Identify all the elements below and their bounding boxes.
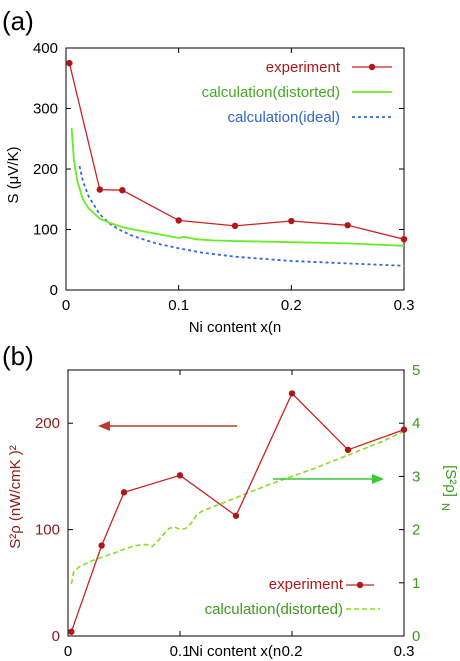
panel-b-xtick-label: 0.1 bbox=[170, 643, 191, 660]
panel-a-legend-marker-experiment bbox=[368, 63, 376, 71]
panel-a-y-ticks: 0 100 200 300 400 bbox=[33, 40, 404, 299]
panel-b-line-calc-distorted bbox=[70, 430, 405, 585]
panel-b-point-experiment bbox=[400, 426, 408, 433]
panel-b-point-experiment bbox=[288, 390, 296, 397]
panel-a-ytick-label: 300 bbox=[33, 101, 58, 118]
panel-a-x-ticks: 0 0.1 0.2 0.3 bbox=[62, 48, 415, 314]
panel-b-frame bbox=[67, 369, 405, 637]
panel-b-xtick-label: 0.3 bbox=[394, 643, 415, 660]
panel-a-ytick-label: 100 bbox=[33, 222, 58, 239]
panel-b-legend: experiment calculation(distorted) bbox=[205, 576, 380, 618]
panel-a-xlabel: Ni content x(n bbox=[189, 319, 282, 336]
panel-a-point-experiment bbox=[344, 222, 351, 229]
panel-b-arrows bbox=[98, 421, 384, 484]
panel-b-x-ticks: 0 0.1 0.2 0.3 bbox=[64, 370, 415, 660]
panel-b-y2tick-label: 0 bbox=[412, 628, 420, 645]
panel-a-line-calc-ideal bbox=[78, 165, 405, 267]
panel-b-point-experiment bbox=[120, 489, 128, 496]
panel-b-y2tick-label: 2 bbox=[412, 522, 420, 539]
panel-a-point-experiment bbox=[66, 59, 73, 67]
panel-b-ylabel: S²ρ (nW/cmK )² bbox=[7, 445, 24, 549]
panel-a-ytick-label: 0 bbox=[50, 282, 58, 299]
panel-b-y2tick-label: 1 bbox=[412, 575, 420, 592]
panel-b-arrow-right-head bbox=[372, 474, 384, 484]
panel-a-xtick-label: 0 bbox=[62, 297, 70, 314]
panel-b-arrow-left-head bbox=[98, 421, 110, 431]
panel-a-legend-label-experiment: experiment bbox=[266, 59, 341, 76]
panel-b-label: (b) bbox=[2, 341, 34, 371]
panel-b-y2label-main: [S²ρ] bbox=[442, 465, 459, 497]
panel-b-xlabel: Ni content x(n bbox=[189, 643, 282, 660]
panel-a-point-experiment bbox=[119, 186, 126, 194]
panel-a-ytick-label: 200 bbox=[33, 161, 58, 178]
panel-a-legend-label-calc-distorted: calculation(distorted) bbox=[202, 84, 340, 101]
panel-a-legend: experiment calculation(distorted) calculat… bbox=[202, 59, 392, 126]
panel-b-point-experiment bbox=[98, 542, 105, 549]
panel-b-point-experiment bbox=[68, 628, 75, 635]
panel-b-legend-label-experiment: experiment bbox=[269, 576, 344, 593]
panel-b-xtick-label: 0 bbox=[64, 643, 72, 660]
panel-b-y2label-group: [S²ρ] N bbox=[439, 465, 459, 511]
panel-b-y2tick-label: 3 bbox=[412, 468, 420, 485]
panel-a-ytick-label: 400 bbox=[33, 40, 58, 57]
panel-a-xtick-label: 0.2 bbox=[281, 297, 302, 314]
panel-a-label: (a) bbox=[2, 6, 34, 36]
panel-b-point-experiment bbox=[344, 446, 352, 453]
panel-a-point-experiment bbox=[231, 222, 239, 230]
panel-a-xtick-label: 0.1 bbox=[168, 297, 189, 314]
panel-b-line-experiment bbox=[70, 392, 405, 632]
panel-a-ylabel: S (μV/K) bbox=[5, 147, 22, 204]
panel-b-y2-ticks: 0 1 2 3 4 5 bbox=[399, 362, 420, 645]
panel-b-point-experiment bbox=[232, 512, 240, 519]
panel-b-xtick-label: 0.2 bbox=[282, 643, 303, 660]
panel-a-point-experiment bbox=[400, 235, 408, 243]
panel-b: (b) 0 100 200 0 1 2 3 4 5 0 0.1 0.2 0.3 S²ρ (nW/cm… bbox=[2, 341, 459, 660]
panel-a-xtick-label: 0.3 bbox=[394, 297, 415, 314]
panel-a-point-experiment bbox=[175, 217, 182, 224]
panel-b-y2tick-label: 4 bbox=[412, 415, 420, 432]
panel-a-legend-label-calc-ideal: calculation(ideal) bbox=[227, 109, 340, 126]
panel-b-series bbox=[68, 390, 408, 635]
panel-a-point-experiment bbox=[96, 186, 104, 193]
panel-a-series bbox=[66, 59, 408, 267]
panel-b-legend-marker-experiment bbox=[356, 581, 364, 589]
panel-a-point-experiment bbox=[288, 217, 295, 225]
panel-b-ytick-label: 200 bbox=[35, 415, 60, 432]
panel-b-point-experiment bbox=[176, 472, 184, 479]
panel-b-ytick-label: 100 bbox=[35, 522, 60, 539]
panel-b-y-ticks: 0 100 200 bbox=[35, 415, 73, 645]
panel-b-y2tick-label: 5 bbox=[412, 362, 420, 379]
panel-a-line-experiment bbox=[68, 62, 405, 240]
panel-a-line-calc-distorted bbox=[70, 127, 405, 247]
panel-b-y2label: [S²ρ] N bbox=[439, 465, 459, 511]
panel-b-ytick-label: 0 bbox=[52, 628, 60, 645]
panel-b-y2label-sub: N bbox=[439, 503, 451, 511]
panel-b-legend-label-calc-distorted: calculation(distorted) bbox=[205, 601, 343, 618]
panel-a: (a) 0 100 200 300 400 0 0.1 0.2 0.3 S (μV/K) Ni… bbox=[2, 6, 414, 336]
